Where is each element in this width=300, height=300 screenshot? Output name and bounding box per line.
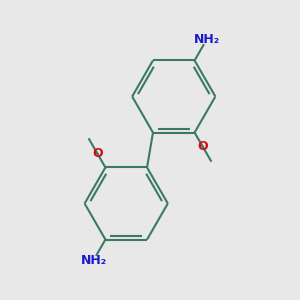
Text: NH₂: NH₂ — [194, 33, 220, 46]
Text: O: O — [197, 140, 208, 153]
Text: NH₂: NH₂ — [80, 254, 106, 267]
Text: O: O — [92, 147, 103, 160]
